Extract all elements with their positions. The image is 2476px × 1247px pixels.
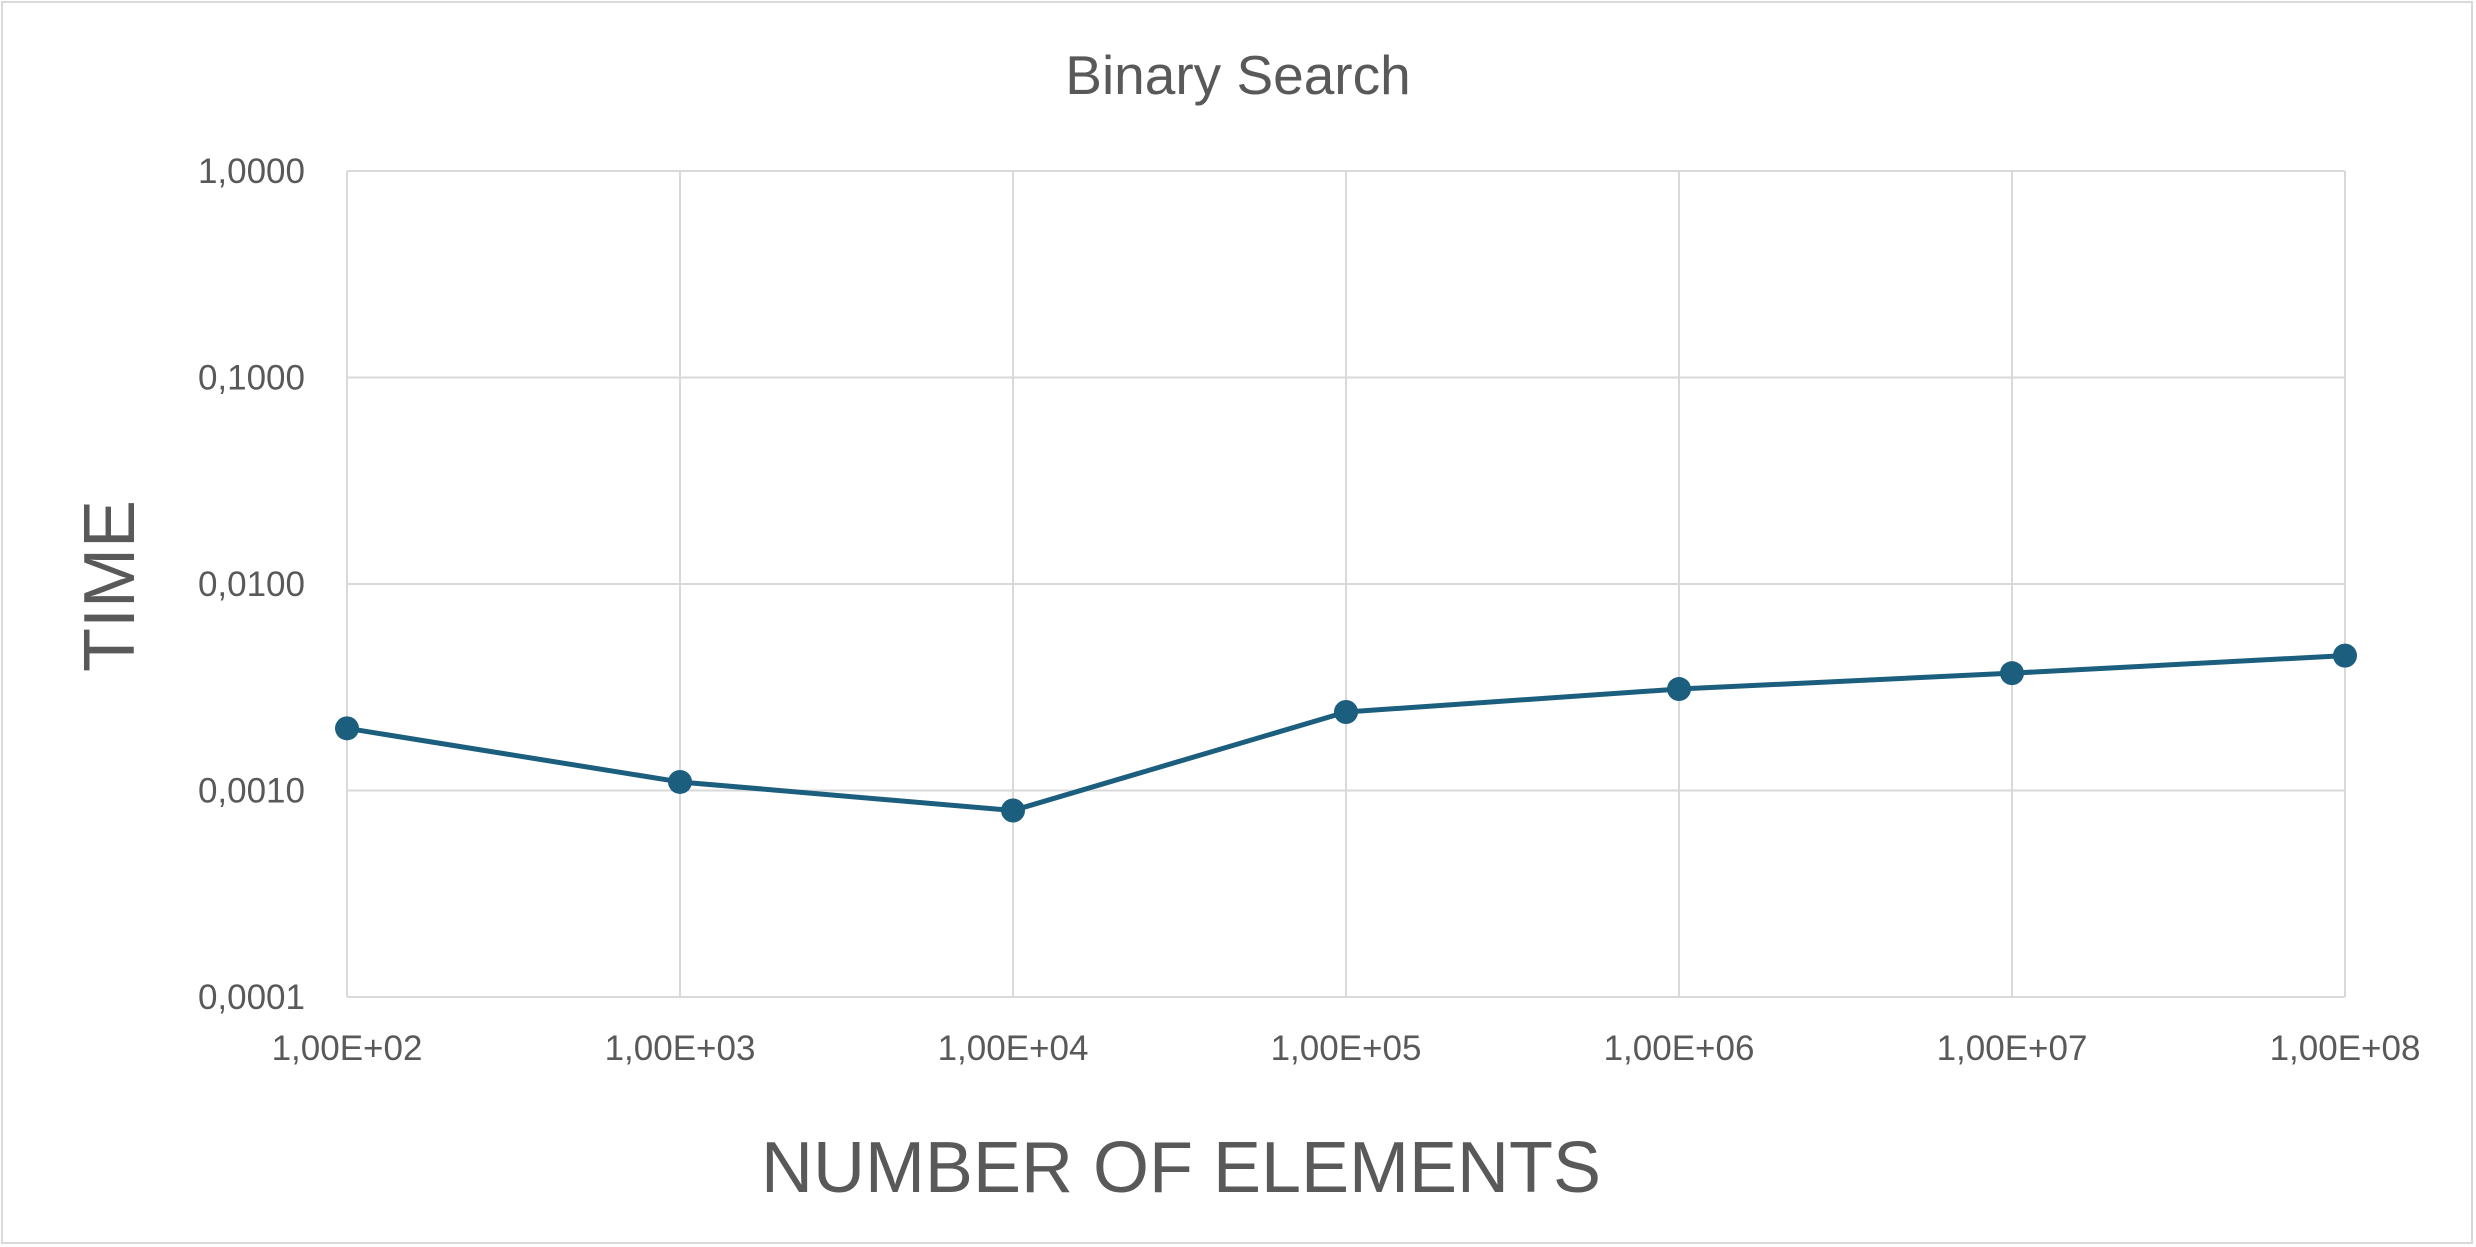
x-tick-label: 1,00E+06 <box>1604 1029 1755 1068</box>
y-tick-label: 0,0100 <box>198 565 305 604</box>
data-points <box>335 643 2357 823</box>
data-point <box>1667 677 1691 702</box>
x-tick-label: 1,00E+05 <box>1271 1029 1422 1068</box>
data-point <box>2000 661 2024 686</box>
x-tick-label: 1,00E+08 <box>2270 1029 2421 1068</box>
x-tick-label: 1,00E+03 <box>605 1029 756 1068</box>
x-axis-title: NUMBER OF ELEMENTS <box>761 1128 1601 1208</box>
y-axis-title: TIME <box>70 500 150 672</box>
data-point <box>668 769 692 794</box>
x-tick-labels: 1,00E+02 1,00E+03 1,00E+04 1,00E+05 1,00E+06… <box>272 1029 2421 1068</box>
y-tick-label: 0,1000 <box>198 359 305 398</box>
data-point <box>2333 643 2357 668</box>
gridlines <box>346 170 2346 998</box>
x-tick-label: 1,00E+07 <box>1937 1029 2088 1068</box>
y-tick-label: 0,0001 <box>198 978 305 1017</box>
data-point <box>1001 798 1025 823</box>
data-point <box>1334 699 1358 724</box>
chart-title: Binary Search <box>1065 44 1410 106</box>
y-tick-labels: 0,0001 0,0010 0,0100 0,1000 1,0000 <box>198 152 305 1017</box>
y-tick-label: 0,0010 <box>198 772 305 811</box>
x-tick-label: 1,00E+02 <box>272 1029 423 1068</box>
x-tick-label: 1,00E+04 <box>938 1029 1089 1068</box>
y-tick-label: 1,0000 <box>198 152 305 191</box>
data-point <box>335 716 359 741</box>
